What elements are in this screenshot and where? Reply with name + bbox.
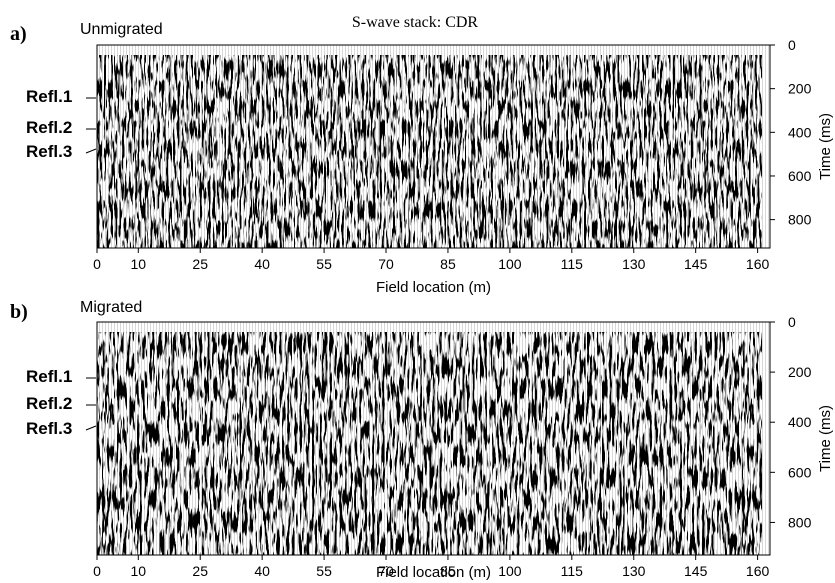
x-tick-label: 25 <box>192 563 208 579</box>
y-tick-label: 800 <box>788 514 812 530</box>
x-tick-label: 70 <box>378 256 394 272</box>
reflector-arrow <box>85 425 97 431</box>
x-tick-label: 115 <box>561 256 584 272</box>
plot-frame <box>96 321 771 556</box>
x-tick-label: 85 <box>440 563 456 579</box>
reflector-label: Refl.3 <box>26 142 72 161</box>
x-tick-label: 145 <box>684 256 708 272</box>
reflector-label: Refl.1 <box>26 87 72 106</box>
y-tick-label: 0 <box>788 37 796 53</box>
figure-title: S-wave stack: CDR <box>352 14 479 31</box>
reflector-label: Refl.2 <box>26 394 72 413</box>
y-tick-label: 0 <box>788 314 796 330</box>
x-tick-label: 100 <box>498 563 522 579</box>
x-tick-label: 160 <box>746 256 770 272</box>
y-tick-label: 800 <box>788 212 812 228</box>
y-tick-label: 200 <box>788 364 812 380</box>
reflector-label: Refl.3 <box>26 419 72 438</box>
y-axis-label: Time (ms) <box>817 113 834 180</box>
reflector-label: Refl.1 <box>26 367 72 386</box>
x-tick-label: 100 <box>498 256 522 272</box>
panel-subtitle: Migrated <box>80 299 142 316</box>
seismic-section <box>97 332 762 555</box>
x-tick-label: 130 <box>622 256 646 272</box>
x-tick-label: 10 <box>130 563 146 579</box>
x-tick-label: 40 <box>254 256 270 272</box>
x-tick-label: 145 <box>684 563 708 579</box>
panel-subtitle: Unmigrated <box>80 21 163 38</box>
x-axis-label: Field location (m) <box>376 279 491 296</box>
panel-label: a) <box>10 23 27 45</box>
panel-label: b) <box>10 301 28 323</box>
y-tick-label: 400 <box>788 124 812 140</box>
x-tick-label: 70 <box>378 563 394 579</box>
x-tick-label: 0 <box>93 256 101 272</box>
y-tick-label: 600 <box>788 464 812 480</box>
y-tick-label: 400 <box>788 414 812 430</box>
x-tick-label: 55 <box>316 256 332 272</box>
x-tick-label: 40 <box>254 563 270 579</box>
x-tick-label: 115 <box>561 563 584 579</box>
y-tick-label: 200 <box>788 81 812 97</box>
x-tick-label: 55 <box>316 563 332 579</box>
x-tick-label: 10 <box>130 256 146 272</box>
x-axis-label: Field location (m) <box>376 564 491 581</box>
x-tick-label: 0 <box>93 563 101 579</box>
reflector-arrow <box>85 148 97 154</box>
y-tick-label: 600 <box>788 168 812 184</box>
x-tick-label: 85 <box>440 256 456 272</box>
y-axis-label: Time (ms) <box>817 405 834 472</box>
x-tick-label: 160 <box>746 563 770 579</box>
x-tick-label: 130 <box>622 563 646 579</box>
x-tick-label: 25 <box>192 256 208 272</box>
reflector-label: Refl.2 <box>26 118 72 137</box>
seismic-section <box>97 55 762 248</box>
plot-frame <box>96 44 771 249</box>
